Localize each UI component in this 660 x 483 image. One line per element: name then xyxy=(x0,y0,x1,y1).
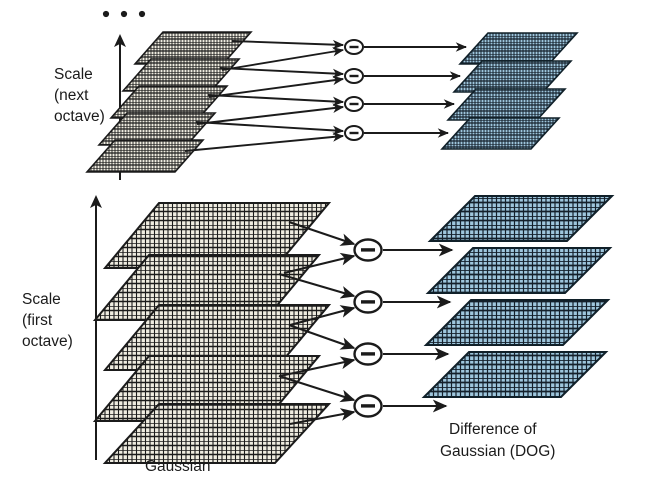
scale-label-line-2: (first xyxy=(22,312,53,329)
continuation-ellipsis xyxy=(102,10,146,18)
scale-label-line-2: (next xyxy=(54,87,89,104)
dog-plane xyxy=(427,195,615,242)
minus-operator-icon xyxy=(344,39,364,55)
minus-operator-icon xyxy=(344,96,364,112)
difference-operators-next-octave xyxy=(344,39,364,141)
gaussian-caption: Gaussian xyxy=(145,458,210,475)
dog-plane xyxy=(440,117,561,150)
scale-label-line-1: Scale xyxy=(54,66,93,83)
subtraction-links-first-octave xyxy=(278,221,356,426)
scale-first-octave-label: Scale (first octave) xyxy=(22,291,73,350)
dog-planes-first-octave xyxy=(421,195,615,398)
minus-operator-icon xyxy=(353,394,383,418)
dog-caption-line-1: Difference of xyxy=(449,421,537,438)
scale-label-line-3: octave) xyxy=(54,108,105,125)
dog-plane xyxy=(452,60,573,93)
dog-output-arrows-first-octave xyxy=(383,243,454,413)
dog-plane xyxy=(458,32,579,65)
scale-label-line-3: octave) xyxy=(22,333,73,350)
dog-caption: Difference of Gaussian (DOG) xyxy=(440,421,555,460)
scale-next-octave-label: Scale (next octave) xyxy=(54,66,105,125)
dog-caption-line-2: Gaussian (DOG) xyxy=(440,443,555,460)
dog-output-arrows-next-octave xyxy=(364,42,468,138)
gaussian-plane xyxy=(85,139,205,173)
dog-plane xyxy=(423,299,611,346)
minus-operator-icon xyxy=(353,290,383,314)
minus-operator-icon xyxy=(344,125,364,141)
gaussian-planes-next-octave xyxy=(85,31,253,173)
gaussian-planes-first-octave xyxy=(92,202,332,464)
dog-planes-next-octave xyxy=(440,32,579,150)
minus-operator-icon xyxy=(344,68,364,84)
minus-operator-icon xyxy=(353,238,383,262)
dog-plane xyxy=(421,351,609,398)
difference-operators-first-octave xyxy=(353,238,383,418)
subtraction-links-next-octave xyxy=(184,39,345,152)
dog-plane xyxy=(446,88,567,121)
minus-operator-icon xyxy=(353,342,383,366)
gaussian-plane xyxy=(102,403,332,464)
scale-label-line-1: Scale xyxy=(22,291,61,308)
dog-plane xyxy=(425,247,613,294)
